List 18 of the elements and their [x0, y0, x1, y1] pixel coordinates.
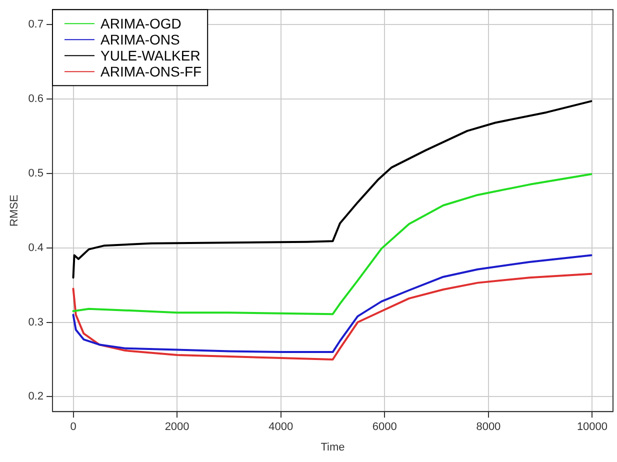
legend-label: YULE-WALKER [100, 47, 200, 64]
y-tick-label: 0.2 [28, 390, 44, 403]
legend-label: ARIMA-ONS-FF [100, 63, 202, 80]
y-axis-title: RMSE [8, 194, 21, 226]
x-axis-title: Time [320, 441, 345, 454]
y-tick-label: 0.3 [28, 316, 44, 328]
x-tick-label: 4000 [268, 421, 294, 434]
x-tick-label: 0 [70, 421, 76, 434]
y-tick-label: 0.7 [28, 18, 44, 31]
x-tick-label: 10000 [576, 421, 608, 434]
x-tick-label: 2000 [164, 421, 190, 434]
x-tick-label: 8000 [476, 421, 501, 434]
x-tick-label: 6000 [372, 421, 397, 434]
legend-label: ARIMA-OGD [100, 15, 182, 32]
y-tick-label: 0.6 [28, 92, 44, 105]
y-tick-label: 0.5 [28, 167, 44, 180]
y-tick-label: 0.4 [28, 242, 44, 254]
legend-label: ARIMA-ONS [100, 31, 180, 48]
